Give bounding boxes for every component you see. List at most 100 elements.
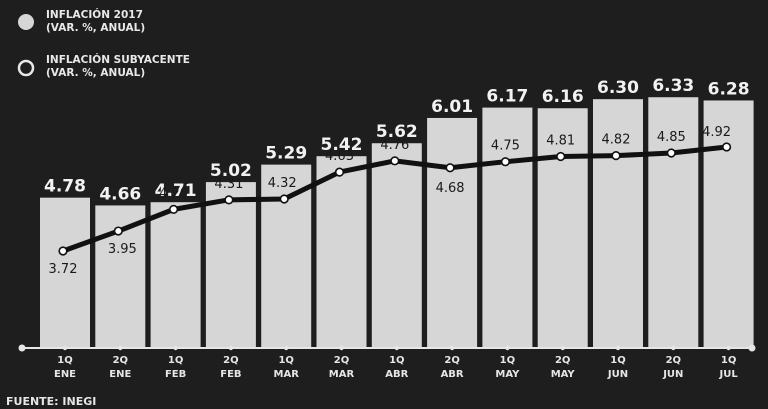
- line-point: [666, 148, 676, 158]
- bar-value-label: 6.17: [486, 87, 528, 107]
- x-tick-label-period: 2Q: [555, 355, 570, 366]
- line-value-label: 4.81: [546, 133, 575, 148]
- legend-label-line: INFLACIÓN SUBYACENTE: [46, 53, 190, 66]
- x-tick-label-period: 1Q: [57, 355, 72, 366]
- line-value-label: 4.20: [159, 186, 188, 201]
- line-value-label: 4.63: [325, 149, 354, 164]
- line-value-label: 4.76: [380, 138, 409, 153]
- x-tick-label-period: 2Q: [113, 355, 128, 366]
- x-tick-label-month: ENE: [54, 369, 76, 380]
- bar-value-label: 6.33: [652, 76, 694, 96]
- x-tick-label-month: MAY: [551, 369, 576, 380]
- bar: [593, 99, 643, 348]
- line-value-label: 3.72: [49, 262, 78, 277]
- x-tick-label-month: MAR: [274, 369, 300, 380]
- axis-end-dot: [748, 344, 756, 352]
- legend-sublabel-line: (VAR. %, ANUAL): [46, 67, 145, 79]
- line-layer: 3.72 3.95 4.20 4.31 4.32 4.63 4.76 4.68 4.75 4.81…: [49, 125, 732, 277]
- line-point: [224, 195, 234, 205]
- legend-marker-bars: [18, 14, 34, 30]
- line-point: [611, 151, 621, 161]
- source-note: FUENTE: INEGI: [6, 395, 96, 408]
- axis-tick-dot: [615, 345, 621, 351]
- bars-layer: 4.78 4.66 4.71 5.02 5.29 5.42 5.62 6.01 6.17 6.16…: [40, 76, 754, 349]
- x-tick-label-month: ABR: [385, 369, 408, 380]
- bar-value-label: 6.01: [431, 97, 473, 117]
- x-tick-label-period: 1Q: [278, 355, 293, 366]
- line-point: [445, 163, 455, 173]
- x-tick-label-month: JUN: [662, 369, 683, 380]
- bar: [150, 202, 201, 348]
- axis-tick-dot: [671, 345, 676, 351]
- bar: [482, 107, 533, 348]
- x-tick-label-month: MAR: [329, 369, 355, 380]
- line-point: [556, 151, 566, 162]
- x-tick-label-period: 1Q: [610, 355, 625, 366]
- line-point: [390, 156, 400, 166]
- line-point: [334, 167, 345, 177]
- x-tick-label-period: 2Q: [444, 355, 459, 366]
- x-tick-label-period: 1Q: [168, 355, 183, 366]
- legend-label-bars: INFLACIÓN 2017: [46, 8, 143, 21]
- line-point: [58, 246, 68, 256]
- line-value-label: 4.75: [491, 139, 520, 154]
- axis-tick-dot: [284, 345, 289, 351]
- x-tick-label-month: JUL: [718, 369, 738, 380]
- axis-tick-dot: [560, 345, 565, 351]
- x-tick-label-period: 2Q: [666, 355, 681, 366]
- x-tick-label-month: ENE: [109, 369, 131, 380]
- line-value-label: 3.95: [108, 242, 137, 257]
- bar-value-label: 4.78: [44, 177, 86, 197]
- axis-tick-dot: [339, 345, 344, 351]
- bar: [703, 100, 754, 349]
- legend-marker-line: [17, 59, 35, 77]
- bar-value-label: 5.42: [321, 135, 363, 155]
- x-tick-label-month: ABR: [441, 369, 464, 380]
- bar-value-label: 5.29: [265, 144, 307, 164]
- line-point: [113, 226, 123, 236]
- x-axis-ticks: 1Q ENE 2Q ENE 1Q FEB 2Q FEB 1Q MAR 2Q MAR 1Q ABR 2Q ABR…: [54, 355, 738, 380]
- bar: [427, 117, 478, 349]
- x-tick-label-month: FEB: [165, 369, 186, 380]
- axis-tick-dot: [228, 345, 234, 351]
- bar-value-label: 5.62: [376, 122, 418, 142]
- axis-end-dots: [18, 344, 756, 352]
- axis-tick-dot: [449, 345, 455, 351]
- legend: INFLACIÓN 2017 (VAR. %, ANUAL) INFLACIÓN…: [17, 8, 190, 79]
- line-value-label: 4.32: [268, 176, 297, 191]
- line-point: [169, 204, 179, 214]
- line-point: [279, 194, 289, 204]
- bar: [40, 197, 90, 348]
- axis-tick-dot: [173, 345, 178, 351]
- x-tick-label-period: 1Q: [500, 355, 515, 366]
- x-tick-label-month: MAY: [495, 369, 520, 380]
- line-value-label: 4.82: [602, 133, 631, 148]
- bar-value-label: 6.28: [708, 79, 750, 99]
- line-point: [500, 157, 511, 167]
- line-value-label: 4.68: [436, 181, 465, 196]
- bar: [205, 182, 256, 348]
- x-tick-label-period: 2Q: [334, 355, 349, 366]
- axis-tick-dot: [505, 345, 510, 351]
- bar-value-label: 5.02: [210, 161, 252, 181]
- x-tick-label-period: 2Q: [223, 355, 238, 366]
- legend-sublabel-bars: (VAR. %, ANUAL): [46, 22, 145, 34]
- line-value-label: 4.85: [657, 130, 686, 145]
- axis-tick-dot: [118, 345, 123, 351]
- line-value-label: 4.92: [702, 125, 731, 140]
- bar-value-label: 6.30: [597, 78, 639, 98]
- bar: [95, 205, 146, 348]
- line-value-label: 4.31: [214, 177, 243, 192]
- bar: [648, 97, 699, 348]
- axis-tick-dot: [62, 345, 68, 351]
- bar: [537, 108, 588, 349]
- x-tick-label-month: JUN: [607, 369, 628, 380]
- x-tick-label-period: 1Q: [721, 355, 736, 366]
- axis-tick-dot: [726, 345, 731, 351]
- bar: [371, 143, 422, 348]
- axis-end-dot: [18, 344, 26, 352]
- x-tick-label-period: 1Q: [389, 355, 404, 366]
- bar-value-label: 4.71: [155, 181, 197, 201]
- line-point: [721, 142, 732, 152]
